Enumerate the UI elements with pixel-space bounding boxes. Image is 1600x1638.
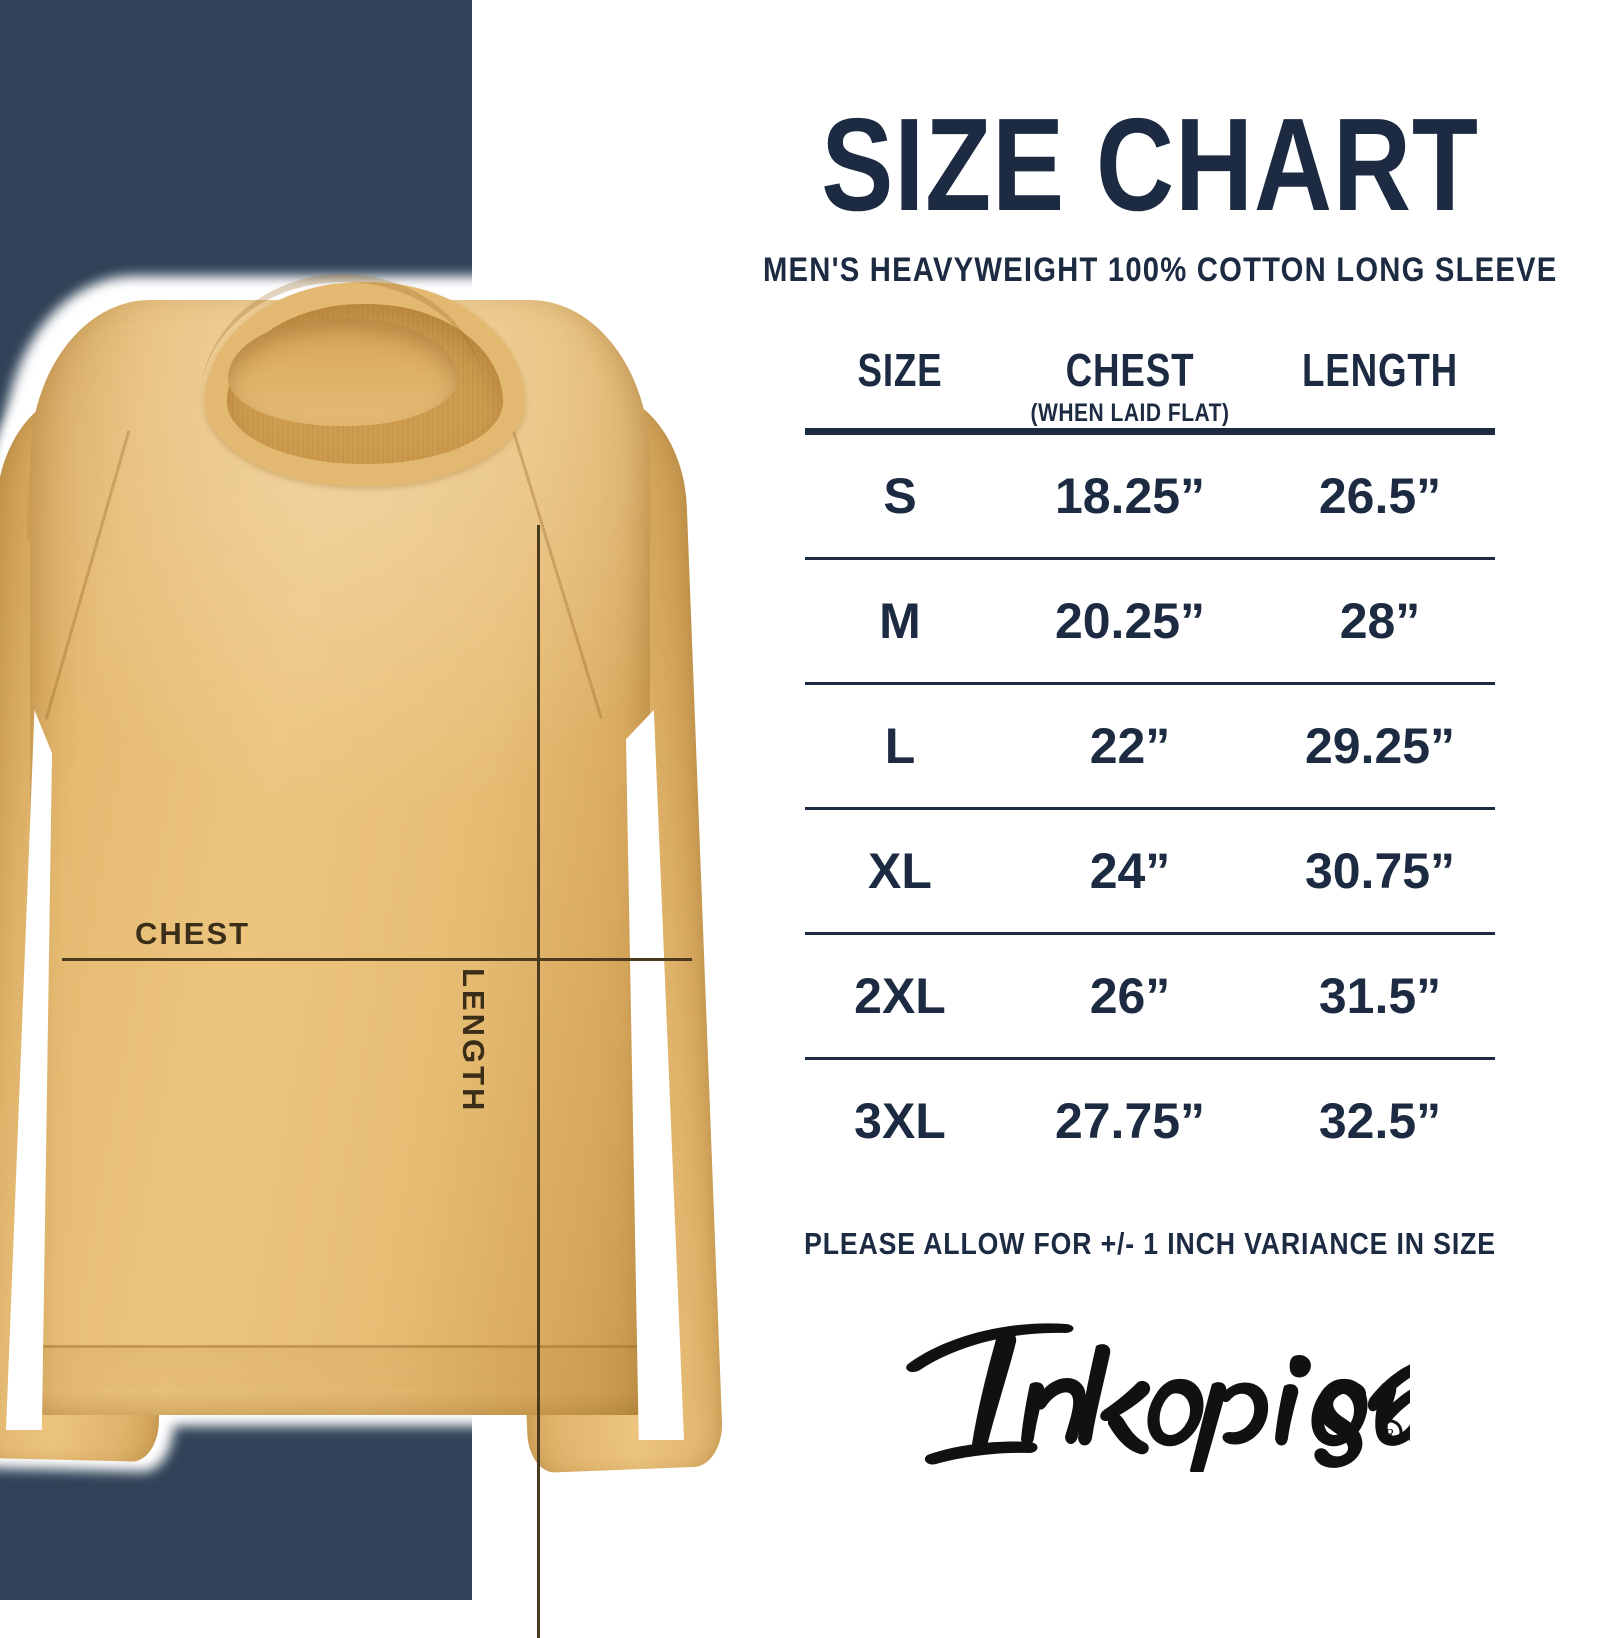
page-title: SIZE CHART — [821, 91, 1479, 238]
cell-chest: 22” — [995, 683, 1265, 810]
cell-size: S — [805, 431, 995, 560]
table-row: 3XL 27.75” 32.5” — [805, 1058, 1495, 1182]
cell-size: XL — [805, 808, 995, 935]
shirt-hem — [34, 1345, 646, 1388]
shirt-graphic — [0, 240, 880, 1474]
cell-length: 29.25” — [1265, 683, 1495, 810]
variance-note: PLEASE ALLOW FOR +/- 1 INCH VARIANCE IN … — [804, 1225, 1496, 1261]
product-shirt-image: CHEST LENGTH — [0, 240, 880, 1638]
svg-text:R: R — [1385, 1427, 1395, 1442]
chest-measurement-label: CHEST — [135, 916, 251, 951]
cell-chest: 26” — [995, 933, 1265, 1060]
cell-length: 30.75” — [1265, 808, 1495, 935]
column-header-chest-subnote: (WHEN LAID FLAT) — [1030, 398, 1230, 427]
registered-trademark-icon: R — [1377, 1419, 1403, 1445]
cell-chest: 27.75” — [1054, 1092, 1206, 1149]
length-measurement-line — [537, 525, 540, 1638]
cell-size: M — [805, 558, 995, 685]
column-header-chest-label: CHEST — [1065, 344, 1195, 397]
cell-chest: 20.25” — [995, 558, 1265, 685]
cell-length: 31.5” — [1265, 933, 1495, 1060]
cell-size: L — [805, 683, 995, 810]
column-header-length-label: LENGTH — [1301, 344, 1459, 397]
header-rule — [805, 425, 1495, 435]
column-header-size: SIZE — [805, 346, 995, 427]
cell-size: 3XL — [854, 1092, 946, 1149]
cell-size: 2XL — [805, 933, 995, 1060]
length-measurement-label: LENGTH — [456, 968, 491, 1114]
chest-measurement-line — [62, 958, 692, 961]
cell-chest: 24” — [995, 808, 1265, 935]
cell-length: 28” — [1265, 558, 1495, 685]
shirt-body — [30, 300, 650, 1415]
inkopious-wordmark-icon: R — [906, 1323, 1410, 1472]
cell-chest: 18.25” — [995, 431, 1265, 560]
table-row: M 20.25” 28” — [805, 558, 1495, 685]
column-header-chest: CHEST (WHEN LAID FLAT) — [995, 346, 1265, 427]
size-chart-table: SIZE CHEST (WHEN LAID FLAT) LENGTH S 18.… — [805, 346, 1495, 1181]
brand-logo: R — [700, 1302, 1600, 1472]
table-row: S 18.25” 26.5” — [805, 431, 1495, 560]
cell-length: 32.5” — [1318, 1092, 1442, 1149]
table-row: 2XL 26” 31.5” — [805, 933, 1495, 1060]
column-header-length: LENGTH — [1265, 346, 1495, 427]
page-subtitle: MEN'S HEAVYWEIGHT 100% COTTON LONG SLEEV… — [763, 251, 1558, 290]
size-chart-content: SIZE CHART MEN'S HEAVYWEIGHT 100% COTTON… — [700, 0, 1600, 1600]
cell-length: 26.5” — [1265, 431, 1495, 560]
table-body: S 18.25” 26.5” M 20.25” 28” L 22” 29.25”… — [805, 431, 1495, 1182]
table-row: L 22” 29.25” — [805, 683, 1495, 810]
column-header-size-label: SIZE — [857, 344, 943, 397]
table-header: SIZE CHEST (WHEN LAID FLAT) LENGTH — [805, 346, 1495, 435]
table-row: XL 24” 30.75” — [805, 808, 1495, 935]
shirt-collar-seam — [200, 274, 486, 402]
